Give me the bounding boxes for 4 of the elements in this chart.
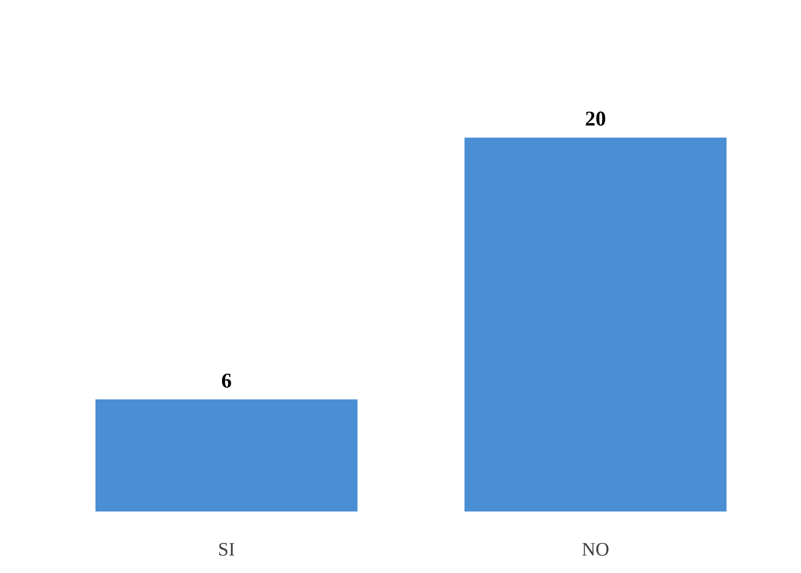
data-label: 20 [585,106,606,131]
x-tick-label: SI [218,540,235,560]
data-label: 6 [221,368,232,392]
x-tick-label: NO [582,540,610,560]
